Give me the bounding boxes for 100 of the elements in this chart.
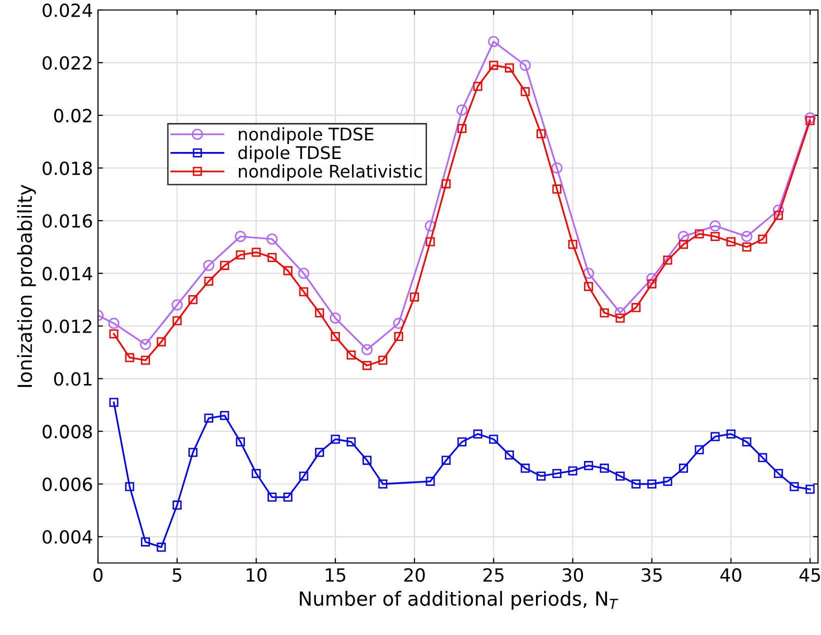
point xyxy=(568,240,578,249)
point xyxy=(663,256,672,265)
point xyxy=(330,332,340,342)
point xyxy=(203,260,214,271)
x-tick-label: 10 xyxy=(246,568,267,582)
point xyxy=(220,411,230,420)
point xyxy=(394,332,404,342)
point xyxy=(504,450,514,460)
point xyxy=(678,240,688,249)
point xyxy=(188,295,198,304)
point xyxy=(632,303,641,312)
point xyxy=(140,338,152,350)
point xyxy=(283,492,292,502)
point xyxy=(330,312,341,324)
y-tick-label: 0.016 xyxy=(42,214,92,228)
x-axis-title: Number of additional periods, N$_{T}$ xyxy=(300,590,618,610)
point xyxy=(234,230,246,242)
point xyxy=(616,314,625,323)
point xyxy=(552,468,562,478)
point xyxy=(362,456,372,465)
point xyxy=(156,337,166,346)
point xyxy=(172,316,182,326)
y-tick-label: 0.022 xyxy=(42,56,92,70)
point xyxy=(109,398,118,407)
point xyxy=(442,456,451,465)
point xyxy=(378,356,388,365)
point xyxy=(268,492,277,502)
y-tick-label: 0.018 xyxy=(42,161,92,176)
point xyxy=(772,204,784,216)
point xyxy=(710,432,720,442)
point xyxy=(600,308,609,318)
point xyxy=(315,448,324,457)
x-tick-label: 15 xyxy=(326,568,346,582)
point xyxy=(456,104,468,116)
point xyxy=(616,472,625,481)
point xyxy=(647,279,656,288)
point xyxy=(790,482,799,492)
point xyxy=(315,308,324,318)
point xyxy=(125,353,134,362)
point xyxy=(346,350,356,360)
point xyxy=(536,472,546,481)
y-tick-label: 0.004 xyxy=(42,530,92,544)
point xyxy=(647,479,656,489)
y-tick-label: 0.02 xyxy=(54,108,92,122)
point xyxy=(140,537,150,546)
point xyxy=(646,273,658,284)
point xyxy=(568,466,578,476)
point xyxy=(758,453,768,462)
point xyxy=(172,500,182,510)
point xyxy=(156,542,166,552)
point xyxy=(109,329,118,338)
point xyxy=(457,124,466,134)
point xyxy=(424,220,436,232)
legend-label: dipole TDSE xyxy=(238,146,341,163)
point xyxy=(252,248,261,257)
point xyxy=(442,179,451,188)
point xyxy=(457,437,466,446)
point xyxy=(299,287,308,296)
point xyxy=(520,464,530,473)
point xyxy=(741,230,752,242)
y-tick-label: 0.024 xyxy=(42,3,92,18)
point xyxy=(108,318,120,329)
point xyxy=(710,220,721,232)
y-axis-title: Ionization probability xyxy=(17,184,36,387)
point xyxy=(694,229,704,238)
point xyxy=(473,82,482,91)
point xyxy=(393,318,404,329)
x-tick-label: 40 xyxy=(720,568,742,582)
point xyxy=(726,429,736,438)
point xyxy=(520,60,531,71)
point xyxy=(582,268,594,279)
point xyxy=(774,468,783,478)
point xyxy=(806,484,815,494)
point xyxy=(614,307,626,318)
point xyxy=(236,437,245,446)
point xyxy=(236,250,245,260)
point xyxy=(742,437,752,446)
point xyxy=(220,260,230,270)
point xyxy=(710,232,720,241)
point xyxy=(504,63,514,72)
point xyxy=(600,464,609,473)
legend-label: nondipole TDSE xyxy=(238,127,374,144)
point xyxy=(663,476,672,486)
point xyxy=(742,242,752,252)
y-tick-label: 0.014 xyxy=(42,266,92,280)
point xyxy=(330,434,340,444)
point xyxy=(378,479,388,489)
x-tick-label: 5 xyxy=(172,568,182,582)
point xyxy=(551,162,562,174)
point xyxy=(299,472,308,481)
point xyxy=(584,282,594,292)
x-tick-label: 0 xyxy=(93,568,103,582)
point xyxy=(552,184,562,194)
point xyxy=(473,429,482,438)
point xyxy=(283,266,292,276)
point xyxy=(774,210,783,220)
point xyxy=(758,234,768,244)
point xyxy=(489,434,498,444)
x-tick-label: 35 xyxy=(642,568,662,582)
point xyxy=(489,60,498,70)
